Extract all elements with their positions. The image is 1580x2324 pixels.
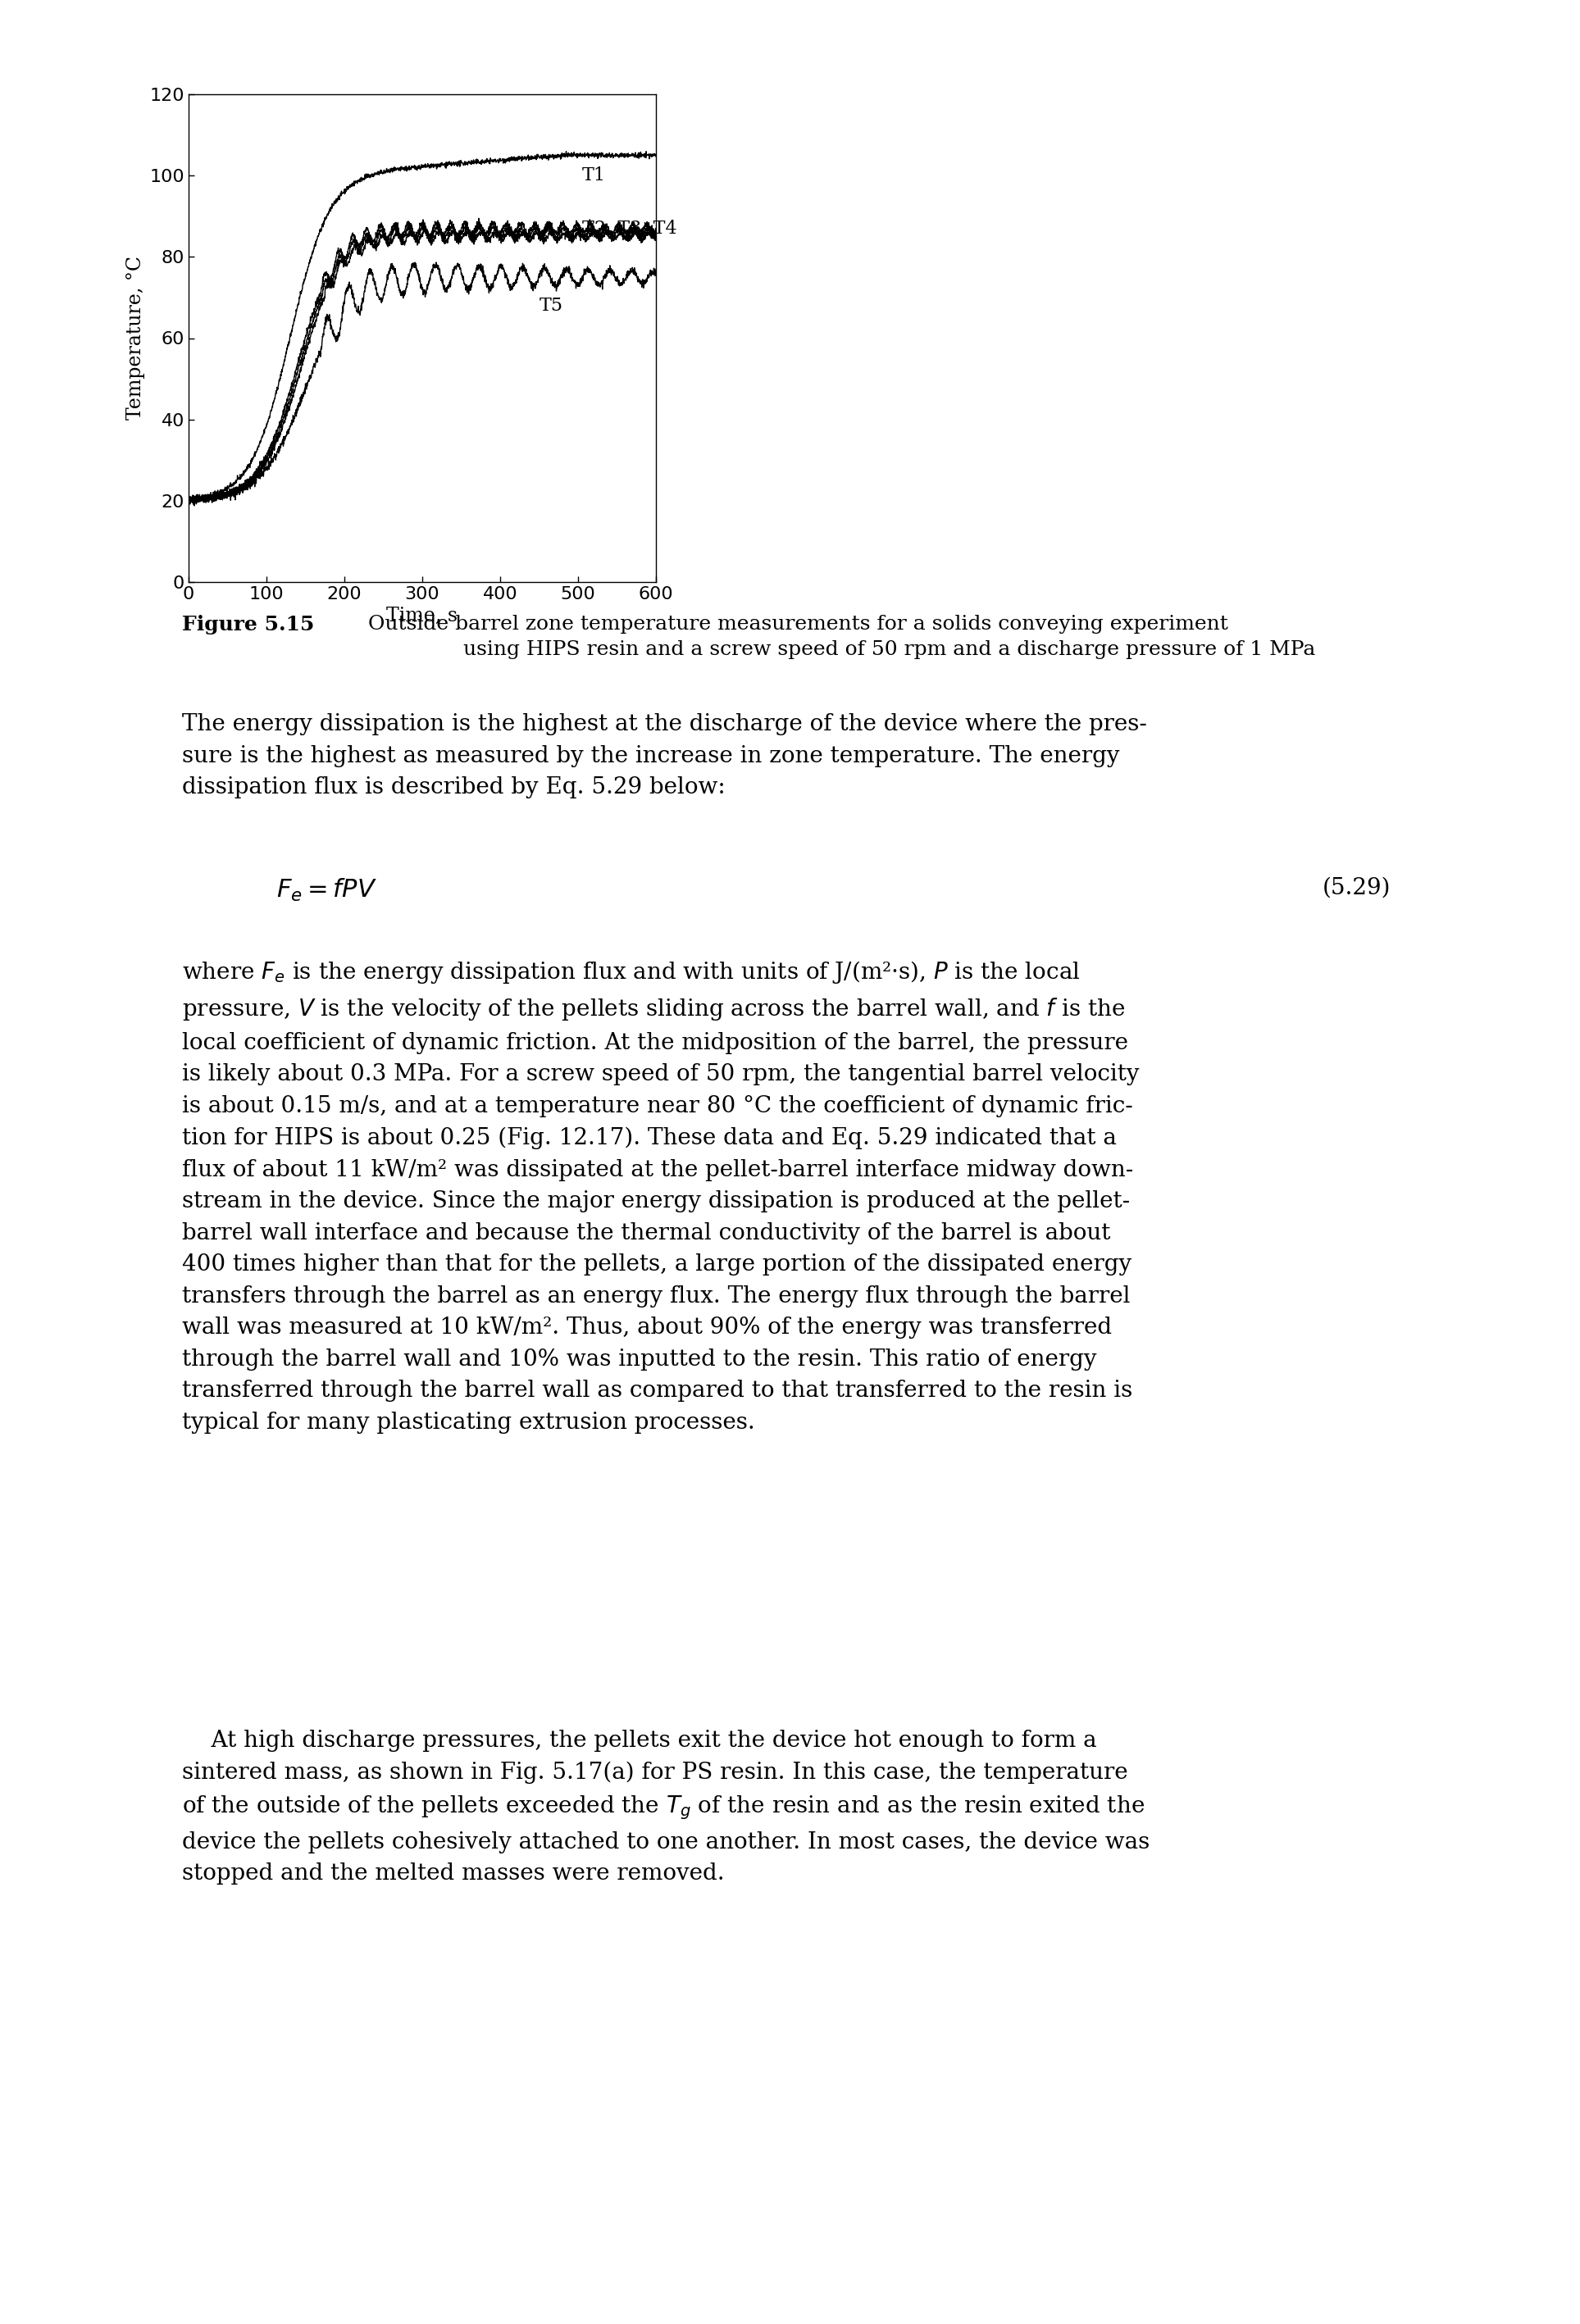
Text: 5.3  Modern Experimental Solids Conveying Devices: 5.3 Modern Experimental Solids Conveying… [373, 16, 1144, 44]
Text: T5: T5 [539, 297, 562, 314]
Text: where $F_e$ is the energy dissipation flux and with units of J/(m²·s), $P$ is th: where $F_e$ is the energy dissipation fl… [182, 960, 1139, 1434]
Text: Figure 5.15: Figure 5.15 [182, 616, 314, 634]
X-axis label: Time, s: Time, s [387, 607, 458, 625]
Text: (5.29): (5.29) [1322, 876, 1390, 899]
Text: At high discharge pressures, the pellets exit the device hot enough to form a
si: At high discharge pressures, the pellets… [182, 1729, 1149, 1885]
Text: Outside barrel zone temperature measurements for a solids conveying experiment: Outside barrel zone temperature measurem… [368, 616, 1228, 634]
Y-axis label: Temperature, °C: Temperature, °C [126, 256, 145, 421]
Text: $F_e = fPV$: $F_e = fPV$ [276, 876, 378, 904]
Text: using HIPS resin and a screw speed of 50 rpm and a discharge pressure of 1 MPa: using HIPS resin and a screw speed of 50… [463, 641, 1315, 660]
Text: 155: 155 [1468, 14, 1534, 44]
Text: T2, T3, T4: T2, T3, T4 [581, 218, 676, 237]
Text: T1: T1 [581, 167, 605, 184]
Text: The energy dissipation is the highest at the discharge of the device where the p: The energy dissipation is the highest at… [182, 713, 1147, 799]
